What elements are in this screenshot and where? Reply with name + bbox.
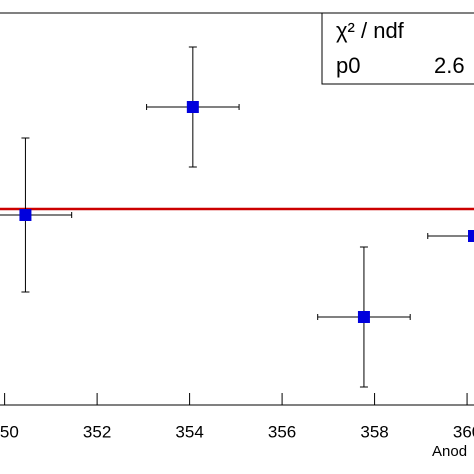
marker	[468, 230, 474, 242]
x-tick-label: 352	[83, 422, 111, 441]
x-axis-label: Anod	[432, 443, 467, 460]
stats-box	[321, 12, 474, 85]
x-tick-label: 356	[268, 422, 296, 441]
marker	[357, 311, 370, 323]
marker	[19, 209, 32, 221]
x-tick-label: 358	[360, 422, 388, 441]
x-tick-label: 354	[175, 422, 203, 441]
x-tick-label: 350	[0, 422, 19, 441]
marker	[186, 101, 199, 113]
x-tick-label: 360	[453, 422, 474, 441]
stats-p0: p0	[336, 53, 360, 78]
stats-chi2: χ² / ndf	[336, 18, 405, 43]
stats-p0-value: 2.6	[434, 53, 465, 78]
